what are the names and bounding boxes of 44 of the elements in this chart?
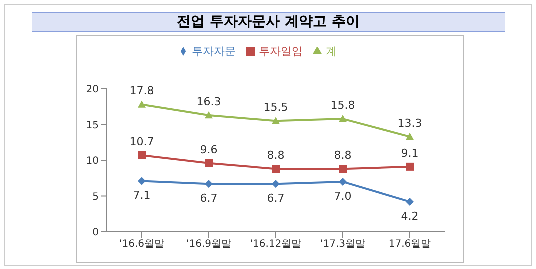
point (406, 198, 414, 206)
data-label: 7.0 (334, 190, 352, 203)
point (138, 177, 146, 186)
point (138, 151, 146, 160)
legend-label: 투자자문 (192, 45, 236, 58)
legend-label: 계 (326, 45, 337, 58)
data-label: 8.8 (267, 149, 285, 162)
data-label: 9.6 (200, 143, 218, 156)
chart-title: 전업 투자자문사 계약고 추이 (32, 12, 505, 32)
x-tick-label: 17.6월말 (388, 239, 432, 250)
y-tick-label: 5 (92, 192, 99, 203)
data-label: 15.5 (264, 101, 288, 114)
x-tick-label: '16.12월말 (250, 239, 302, 250)
point (205, 180, 213, 188)
y-tick-label: 10 (86, 156, 99, 168)
point (205, 159, 213, 168)
data-label: 10.7 (130, 135, 154, 148)
point (272, 117, 280, 124)
data-label: 8.8 (334, 149, 352, 162)
point (339, 115, 347, 122)
point (138, 100, 146, 108)
x-tick-label: '16.9월말 (186, 239, 232, 250)
point (272, 165, 280, 174)
y-tick-label: 15 (86, 120, 99, 132)
y-tick-label: 20 (86, 84, 99, 96)
data-label: 17.8 (130, 84, 154, 98)
data-label: 9.1 (401, 146, 419, 160)
data-label: 15.8 (330, 99, 356, 112)
point (339, 178, 347, 186)
data-label: 16.3 (196, 95, 222, 108)
x-tick-label: '17.3월말 (320, 239, 366, 250)
data-label: 4.2 (401, 210, 419, 223)
data-label: 6.7 (200, 192, 218, 205)
y-tick-label: 0 (92, 228, 99, 239)
data-label: 6.7 (267, 192, 285, 205)
data-label: 7.1 (133, 189, 151, 202)
data-label: 13.3 (398, 116, 422, 130)
point (406, 162, 414, 171)
point (272, 180, 280, 188)
point (406, 132, 414, 140)
legend-label: 투자일임 (259, 45, 303, 58)
x-tick-label: '16.6월말 (119, 239, 165, 250)
point (339, 165, 347, 174)
point (205, 111, 213, 119)
